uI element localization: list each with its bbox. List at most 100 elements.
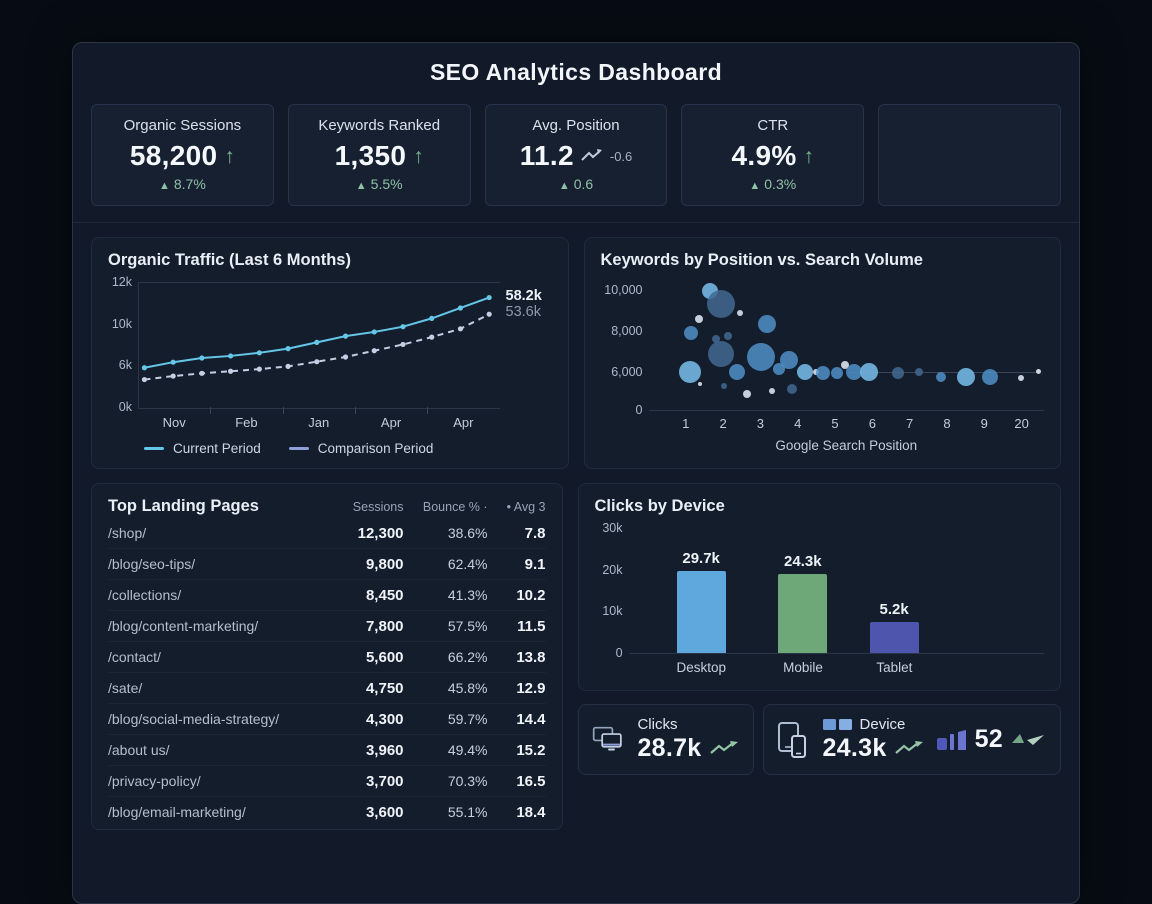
page-path-link[interactable]: /blog/social-media-strategy/ [108,711,280,727]
table-row[interactable]: /contact/5,600 66.2% 13.8 [108,641,546,672]
scatter-bubble [779,351,798,370]
page-path-link[interactable]: /collections/ [108,587,182,603]
table-row[interactable]: /blog/content-marketing/7,800 57.5% 11.5 [108,610,546,641]
page-path-link[interactable]: /about us/ [108,742,170,758]
delta-triangle-icon: ▲ [158,180,170,192]
avg-value: 12.9 [516,679,546,697]
bounce-value: 57.5% [447,618,488,634]
bounce-value: 49.4% [447,742,488,758]
scatter-x-tick: 6 [868,416,876,431]
kpi-delta-value: 5.5% [370,176,403,192]
scatter-bubble [892,366,905,379]
kpi-delta-value: 0.6 [573,176,594,192]
legend-label: Current Period [173,441,261,456]
table-row[interactable]: /sate/4,750 45.8% 12.9 [108,672,546,703]
sessions-value: 8,450 [365,586,404,604]
trend-up-icon-2 [894,741,923,754]
mini-cards-row: Clicks 28.7k [577,704,1061,775]
bar-category-label: Mobile [783,660,823,675]
table-row[interactable]: /blog/email-marketing/3,600 55.1% 18.4 [108,796,546,827]
sessions-value: 4,300 [365,710,404,728]
kpi-delta: ▲ 0.6 [492,176,661,192]
kpi-value-row: 1,350 ↑ [295,140,464,172]
page-path-link[interactable]: /sate/ [108,680,143,696]
axis-tick-mark [427,407,429,414]
bar-y-tick: 10k [602,604,623,619]
table-row[interactable]: /shop/12,300 38.6% 7.8 [108,518,546,548]
page-path-link[interactable]: /privacy-policy/ [108,773,201,789]
legend-swatch [144,447,164,450]
legend-item-comparison[interactable]: Comparison Period [288,441,433,456]
traffic-y-tick: 6k [118,358,132,373]
page-path-link[interactable]: /blog/content-marketing/ [108,618,259,634]
clicks-by-device-card: Clicks by Device 30k 20k 10k 0 29.7k 24.3k 5.… [577,483,1061,691]
scatter-bubble [936,371,947,382]
sessions-value: 3,960 [365,741,404,759]
page-path-link[interactable]: /blog/email-marketing/ [108,804,246,820]
table-row[interactable]: /collections/8,450 41.3% 10.2 [108,579,546,610]
scatter-bubble [742,390,751,398]
avg-value: 16.5 [516,772,546,790]
kpi-card-empty [878,104,1061,206]
legend-item-current[interactable]: Current Period [144,441,261,456]
scatter-x-tick: 20 [1014,416,1029,431]
sessions-value: 3,700 [365,772,404,790]
scatter-bubble [746,343,775,372]
kpi-label: Organic Sessions [123,117,242,134]
page: { "header": { "title": "SEO Analytics Da… [72,42,1080,904]
scatter-bubble [957,367,976,386]
kpi-label: Avg. Position [532,117,620,134]
device-squares-icon [822,719,852,730]
page-title: SEO Analytics Dashboard [429,59,723,85]
traffic-lines [141,294,492,383]
bounce-value: 62.4% [447,556,488,572]
scatter-y-axis: 10,000 8,000 6,000 0 [601,282,649,417]
bar-x-axis: Desktop Mobile Tablet [629,660,1044,678]
bar-y-tick: 0 [615,646,623,660]
traffic-x-tick: Jan [308,415,330,430]
kpi-value: 11.2 [519,140,574,171]
avg-value: 11.5 [517,617,546,635]
traffic-plot [138,282,500,409]
scatter-y-tick: 6,000 [611,364,643,379]
traffic-endlabel-1: 53.6k [505,304,541,321]
up-arrow-icon: ↑ [803,144,815,168]
scatter-bubble [982,369,999,386]
keywords-scatter-card: Keywords by Position vs. Search Volume 1… [583,237,1061,469]
bar-y-tick: 20k [602,562,623,577]
page-path-link[interactable]: /shop/ [108,525,147,541]
device-mini-card: Device 24.3k [762,704,1061,775]
table-row[interactable]: /blog/social-media-strategy/4,300 59.7% 14… [108,703,546,734]
column-header-bounce[interactable]: Bounce % · [422,500,488,514]
traffic-x-axis: Nov Feb Jan Apr Apr [138,407,500,430]
avg-value: 9.1 [524,555,546,573]
scatter-y-tick: 10,000 [604,282,643,297]
clicks-by-device-title: Clicks by Device [594,497,725,515]
bounce-value: 59.7% [447,711,488,727]
bar-tablet [869,621,919,653]
kpi-delta: ▲ 0.3% [688,176,857,192]
up-arrow-icon: ↑ [413,144,424,168]
page-path-link[interactable]: /contact/ [108,649,161,665]
kpi-delta: ▲ 8.7% [98,176,267,192]
table-row[interactable]: /privacy-policy/3,700 70.3% 16.5 [108,765,546,796]
kpi-card-organic-sessions: Organic Sessions 58,200 ↑ ▲ 8.7% [91,104,274,206]
delta-triangle-icon: ▲ [558,180,570,192]
avg-value: 18.4 [516,803,546,821]
bar-value-label: 5.2k [879,600,909,618]
bar-category-label: Desktop [676,660,726,675]
sessions-value: 4,750 [365,679,404,697]
scatter-x-tick: 4 [794,416,802,431]
table-row[interactable]: /blog/seo-tips/9,800 62.4% 9.1 [108,548,546,579]
scatter-bubble [711,334,720,343]
page-path-link[interactable]: /blog/seo-tips/ [108,556,196,572]
traffic-y-axis: 12k 10k 6k 0k [108,275,138,414]
scatter-x-tick: 3 [756,416,765,431]
column-header-sessions[interactable]: Sessions [352,500,404,514]
table-row[interactable]: /about us/3,960 49.4% 15.2 [108,734,546,765]
kpi-card-ctr: CTR 4.9% ↑ ▲ 0.3% [681,104,865,206]
column-header-avg[interactable]: • Avg 3 [506,500,546,514]
avg-value: 14.4 [516,710,546,728]
scatter-bubble [721,382,728,389]
sort-dot-icon: · [483,500,488,514]
